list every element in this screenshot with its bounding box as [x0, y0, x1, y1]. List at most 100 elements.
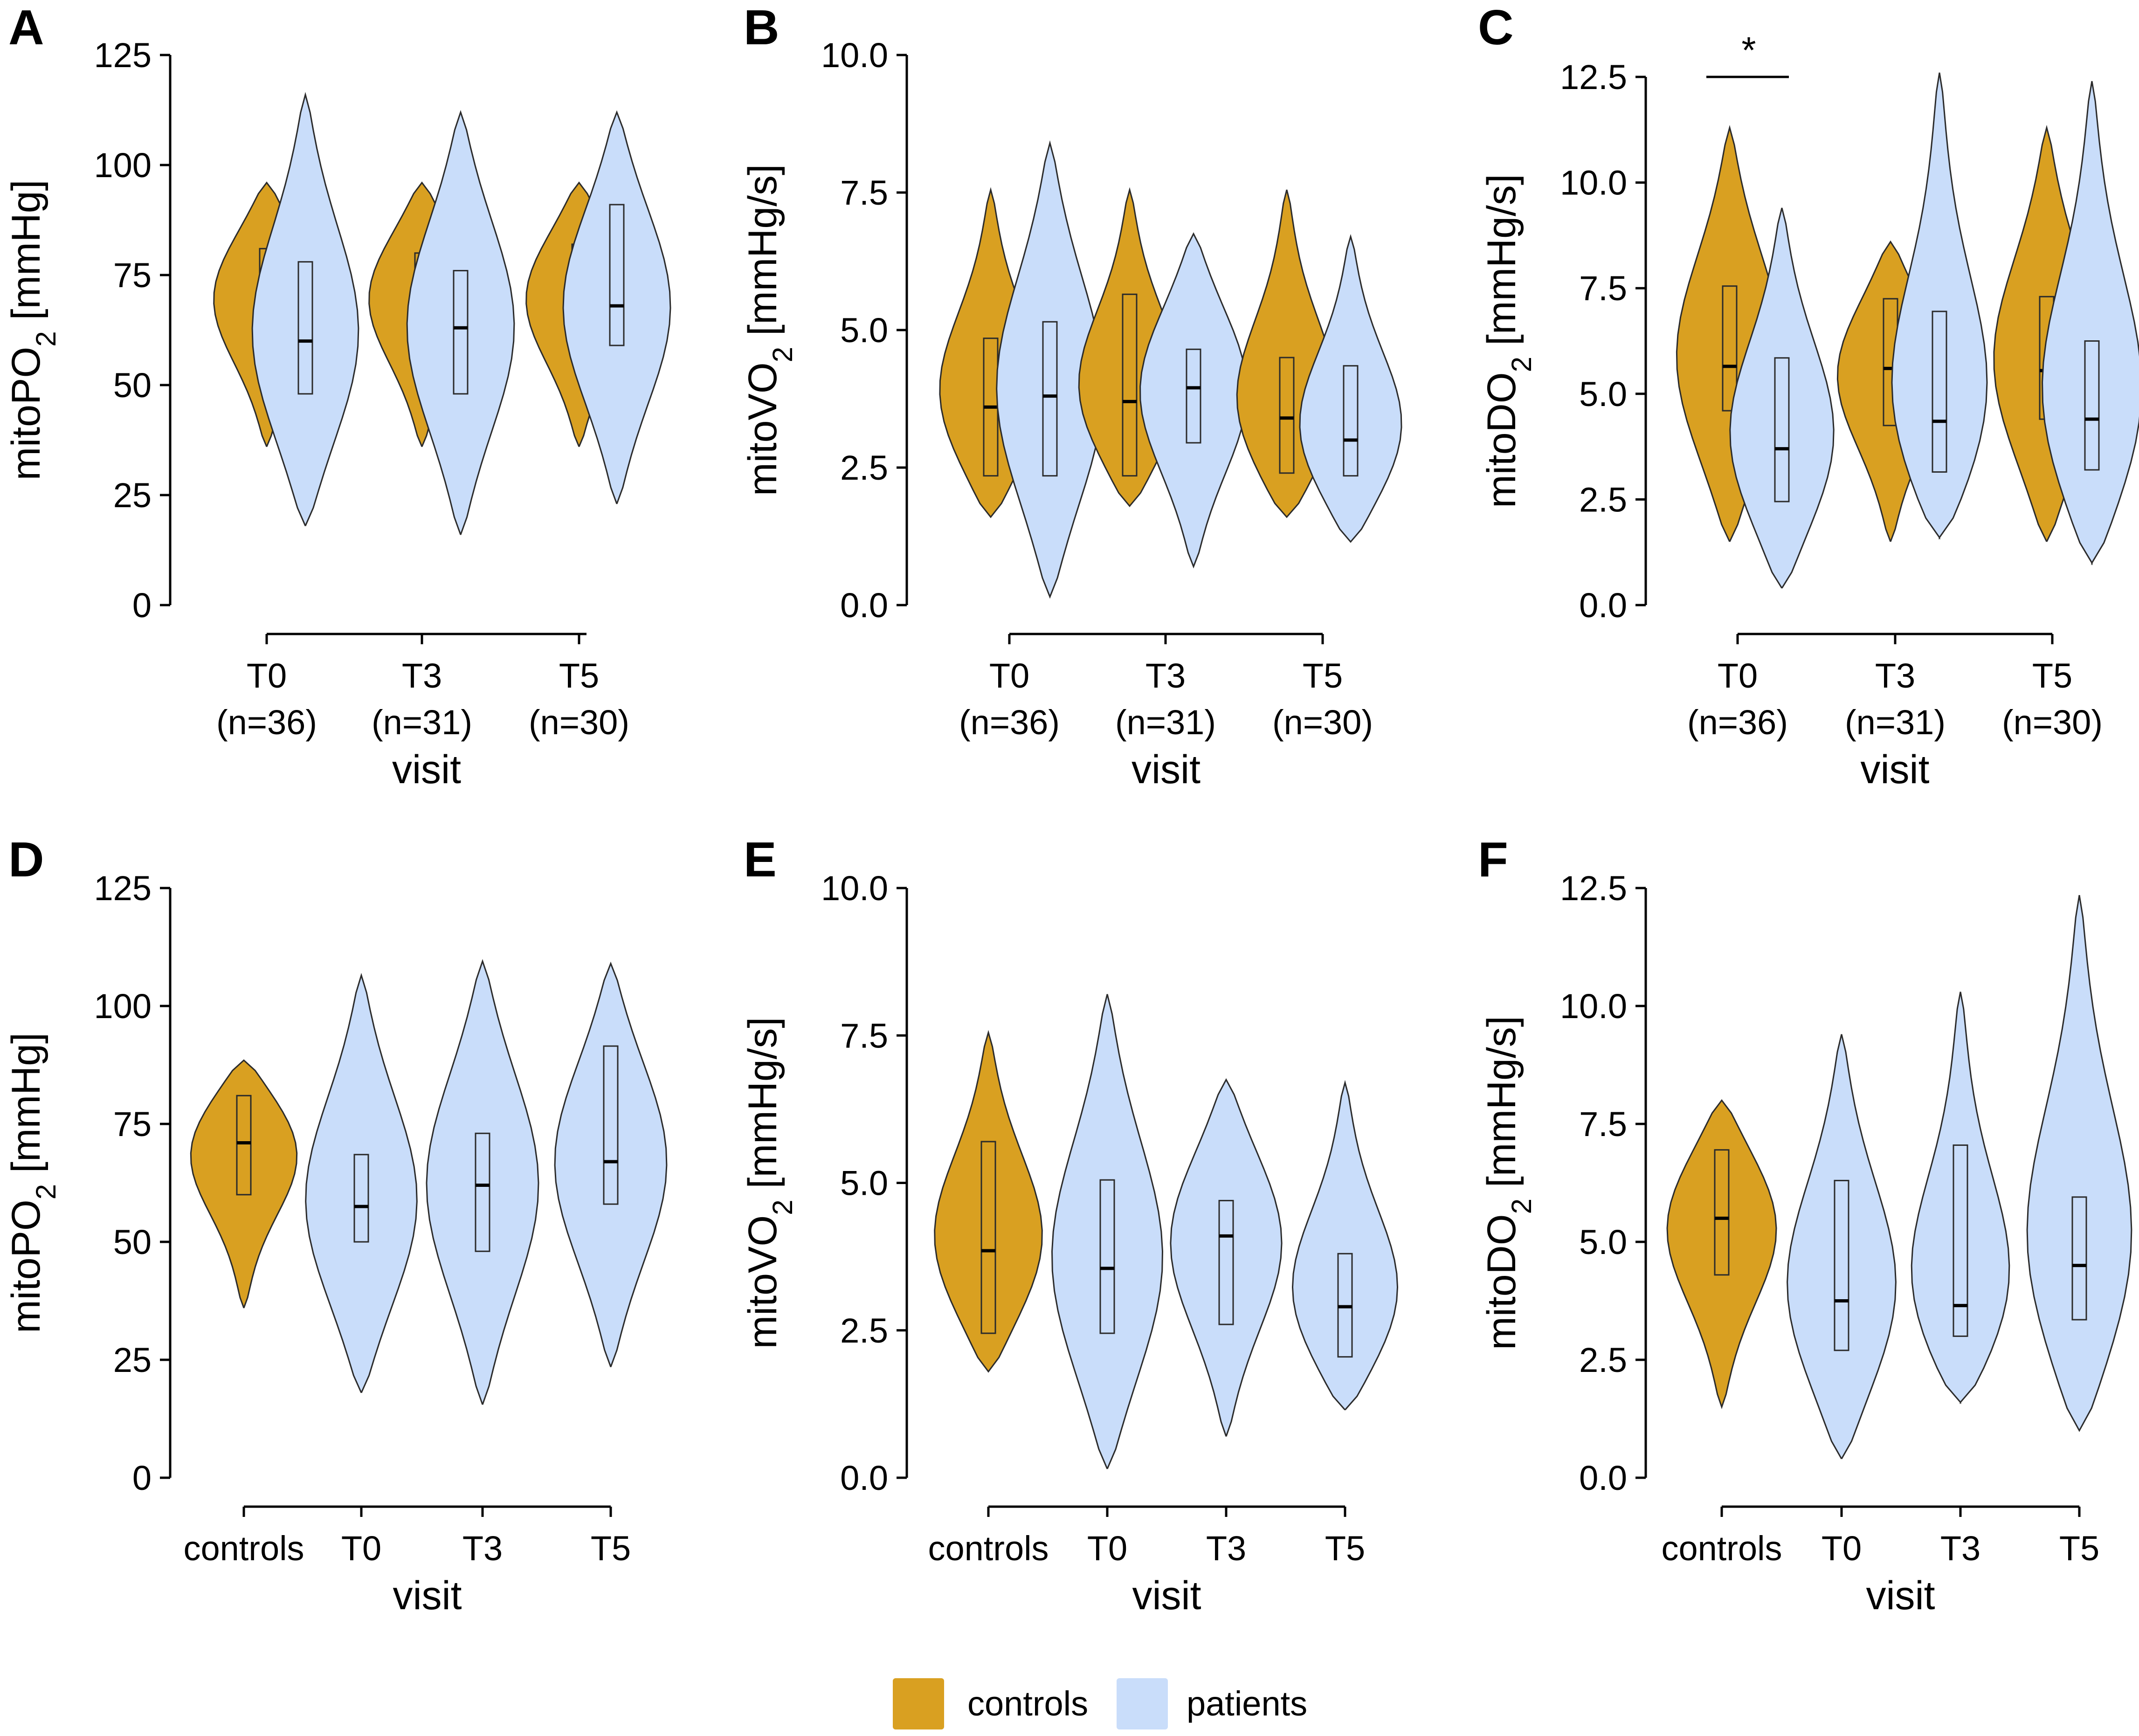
x-tick-label: T0 — [341, 1529, 381, 1568]
y-tick-label: 25 — [113, 476, 152, 515]
x-tick-label: T5 — [2059, 1529, 2099, 1568]
violin-patients-t5 — [1291, 1080, 1399, 1411]
panel-c: C 0.0 2.5 5.0 7.5 10.0 12.5 mitoDO2 [mmHg/s] T0 (… — [1478, 0, 2139, 792]
violin-shape — [554, 961, 668, 1367]
violin-shape — [1299, 234, 1402, 543]
x-axis-title: visit — [1866, 1573, 1935, 1618]
y-tick-label: 50 — [113, 1223, 152, 1261]
box-iqr — [1099, 1179, 1115, 1334]
violin-shape — [1787, 1034, 1897, 1460]
violin-controls-controls — [1666, 1099, 1777, 1409]
panel-d: D 0 25 50 75 100 125 mitoPO2 [mmHg] controls T0 T3… — [4, 832, 668, 1618]
y-tick-label: 0 — [132, 1459, 152, 1497]
x-tick-label: T5 — [1325, 1529, 1365, 1568]
x-tick-label: T3 — [1875, 656, 1915, 695]
box-iqr — [297, 261, 313, 395]
y-axis-title: mitoDO2 [mmHg/s] — [1479, 1016, 1537, 1350]
y-tick-label: 0.0 — [1579, 1459, 1627, 1497]
y-tick-label: 2.5 — [840, 1311, 888, 1350]
box-iqr — [353, 1154, 369, 1243]
legend-swatch-patients — [1117, 1678, 1168, 1729]
panel-b: B 0.0 2.5 5.0 7.5 10.0 mitoVO2 [mmHg/s] T0 (n=36… — [740, 0, 1402, 792]
y-tick-label: 5.0 — [1579, 375, 1627, 413]
violin-patients-t5 — [1299, 234, 1402, 543]
x-tick-sublabel: (n=30) — [2002, 703, 2103, 742]
x-tick-label: T0 — [1822, 1529, 1862, 1568]
violin-shape — [1170, 1078, 1283, 1437]
y-tick-label: 100 — [94, 987, 152, 1026]
violin-controls-controls — [934, 1030, 1043, 1373]
legend-label-controls: controls — [967, 1684, 1088, 1723]
x-tick-sublabel: (n=30) — [1272, 703, 1373, 742]
violin-shape — [1666, 1099, 1777, 1409]
legend: controls patients — [893, 1678, 1307, 1729]
y-axis-title: mitoDO2 [mmHg/s] — [1479, 174, 1537, 508]
x-tick-label: T0 — [247, 656, 287, 695]
significance-star: * — [1741, 29, 1756, 71]
violin-shape — [305, 973, 418, 1393]
y-tick-label: 10.0 — [1560, 987, 1627, 1026]
violin-shape — [406, 110, 515, 535]
box-iqr — [475, 1132, 490, 1252]
y-tick-label: 0.0 — [840, 586, 888, 625]
y-tick-label: 7.5 — [840, 1016, 888, 1055]
violin-patients-t3 — [406, 110, 515, 535]
panel-a: A 0 25 50 75 100 125 mitoPO2 [mmHg] T0 (n=36) T3 (n… — [4, 0, 671, 792]
box-iqr — [609, 204, 625, 346]
y-tick-label: 25 — [113, 1341, 152, 1379]
y-axis-title: mitoVO2 [mmHg/s] — [740, 1017, 798, 1349]
box-iqr — [1834, 1179, 1849, 1351]
box-iqr — [1279, 357, 1295, 474]
violin-patients-t0 — [251, 92, 359, 526]
box-iqr — [1122, 293, 1138, 477]
y-tick-label: 125 — [94, 36, 152, 75]
violin-shape — [190, 1059, 298, 1309]
legend-label-patients: patients — [1187, 1684, 1307, 1723]
x-tick-label: controls — [1661, 1529, 1782, 1568]
box-iqr — [1953, 1144, 1968, 1337]
x-tick-label: T0 — [1718, 656, 1758, 695]
violin-patients-t5 — [2042, 81, 2139, 565]
x-axis-title: visit — [392, 747, 461, 792]
panel-e: E 0.0 2.5 5.0 7.5 10.0 mitoVO2 [mmHg/s] control… — [740, 832, 1399, 1618]
violin-shape — [1291, 1080, 1399, 1411]
y-tick-label: 7.5 — [840, 173, 888, 212]
violin-patients-t5 — [554, 961, 668, 1367]
violin-patients-t3 — [1139, 232, 1248, 569]
y-tick-label: 50 — [113, 366, 152, 405]
violin-patients-t0 — [1729, 207, 1835, 589]
x-axis-title: visit — [393, 1573, 462, 1618]
x-tick-sublabel: (n=36) — [959, 703, 1060, 742]
y-tick-label: 10.0 — [821, 36, 888, 75]
panels: A 0 25 50 75 100 125 mitoPO2 [mmHg] T0 (n=36) T3 (n… — [4, 0, 2139, 1618]
y-tick-label: 0 — [132, 586, 152, 625]
y-tick-label: 75 — [113, 1105, 152, 1144]
violin-shape — [426, 959, 539, 1405]
panel-letter: B — [744, 0, 780, 55]
y-tick-label: 100 — [94, 146, 152, 185]
violin-patients-t3 — [1170, 1078, 1283, 1437]
violin-patients-t5 — [562, 110, 671, 504]
x-axis-title: visit — [1132, 1573, 1201, 1618]
y-axis-title: mitoVO2 [mmHg/s] — [740, 164, 798, 496]
x-tick-label: T3 — [402, 656, 442, 695]
violin-shape — [2042, 81, 2139, 565]
x-tick-sublabel: (n=30) — [529, 703, 629, 742]
legend-swatch-controls — [893, 1678, 944, 1729]
violin-patients-t3 — [1911, 992, 2010, 1405]
violin-patients-t3 — [1891, 72, 1988, 540]
box-iqr — [453, 270, 469, 395]
x-tick-sublabel: (n=31) — [1115, 703, 1216, 742]
y-tick-label: 0.0 — [840, 1459, 888, 1497]
x-tick-sublabel: (n=31) — [1845, 703, 1946, 742]
box-iqr — [1042, 321, 1058, 477]
x-tick-label: T3 — [1145, 656, 1186, 695]
box-iqr — [236, 1095, 252, 1196]
y-tick-label: 0.0 — [1579, 586, 1627, 625]
box-iqr — [603, 1045, 619, 1205]
box-iqr — [1714, 1149, 1730, 1276]
panel-letter: F — [1478, 832, 1508, 887]
panel-letter: E — [744, 832, 777, 887]
x-tick-label: T3 — [1940, 1529, 1980, 1568]
